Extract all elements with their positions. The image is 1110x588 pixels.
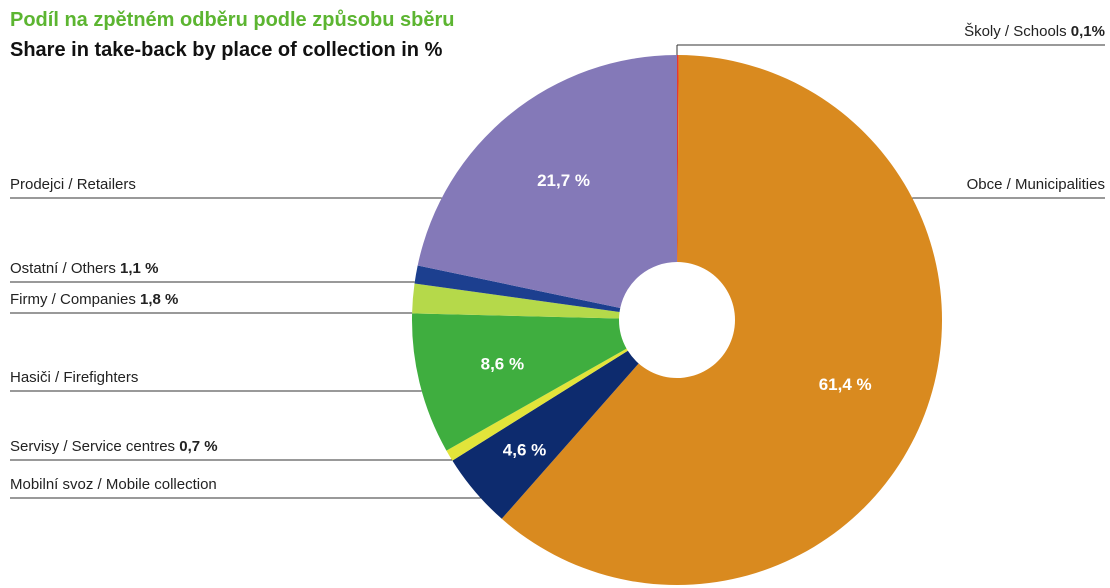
slice bbox=[452, 350, 639, 519]
value-label: 8,6 % bbox=[481, 355, 524, 374]
category-name: Obce / Municipalities bbox=[967, 176, 1105, 193]
category-name: Firmy / Companies bbox=[10, 291, 136, 308]
category-label: Obce / Municipalities bbox=[967, 176, 1105, 193]
value-label: 21,7 % bbox=[537, 171, 590, 190]
category-label: Mobilní svoz / Mobile collection bbox=[10, 476, 217, 493]
category-name: Ostatní / Others bbox=[10, 260, 116, 277]
value-label: 0,1% bbox=[1071, 23, 1105, 40]
slice bbox=[446, 348, 628, 461]
slice bbox=[417, 55, 677, 309]
category-label: Prodejci / Retailers bbox=[10, 176, 136, 193]
value-label: 1,1 % bbox=[120, 260, 158, 277]
slice bbox=[412, 313, 627, 451]
slice bbox=[677, 55, 679, 263]
chart-title: Podíl na zpětném odběru podle způsobu sb… bbox=[10, 9, 454, 31]
value-label: 4,6 % bbox=[503, 440, 546, 459]
chart-subtitle: Share in take-back by place of collectio… bbox=[10, 39, 443, 61]
category-name: Školy / Schools bbox=[964, 23, 1067, 40]
category-label: Hasiči / Firefighters bbox=[10, 369, 138, 386]
slice bbox=[501, 55, 942, 585]
category-label: Firmy / Companies 1,8 % bbox=[10, 291, 178, 308]
category-name: Servisy / Service centres bbox=[10, 438, 175, 455]
category-label: Servisy / Service centres 0,7 % bbox=[10, 438, 218, 455]
category-name: Mobilní svoz / Mobile collection bbox=[10, 476, 217, 493]
category-label: Školy / Schools 0,1% bbox=[964, 23, 1105, 40]
slice bbox=[412, 283, 620, 319]
value-label: 0,7 % bbox=[179, 438, 217, 455]
category-name: Prodejci / Retailers bbox=[10, 176, 136, 193]
value-label: 1,8 % bbox=[140, 291, 178, 308]
category-label: Ostatní / Others 1,1 % bbox=[10, 260, 158, 277]
category-name: Hasiči / Firefighters bbox=[10, 369, 138, 386]
slice bbox=[414, 265, 621, 313]
value-label: 61,4 % bbox=[819, 375, 872, 394]
